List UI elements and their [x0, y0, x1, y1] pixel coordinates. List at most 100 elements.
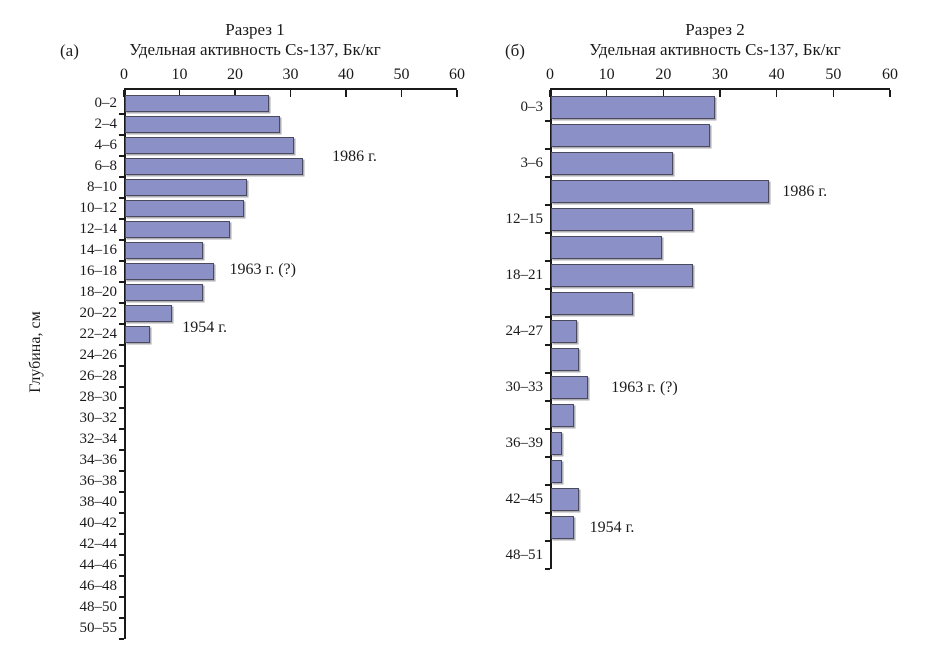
row-label: 36–38 — [79, 473, 118, 489]
y-tick — [119, 491, 124, 493]
bar — [125, 326, 150, 343]
year-annotation: 1954 г. — [589, 519, 635, 537]
x-tick-label: 20 — [227, 66, 243, 83]
y-tick — [545, 204, 550, 206]
year-annotation: 1986 г. — [332, 148, 377, 166]
y-tick — [119, 386, 124, 388]
y-tick — [119, 239, 124, 241]
x-tick — [775, 90, 778, 97]
row-label: 0–2 — [94, 95, 118, 111]
bar — [125, 158, 303, 175]
x-tick-label: 50 — [393, 66, 410, 83]
x-tick-label: 50 — [825, 66, 842, 83]
x-tick — [289, 90, 292, 97]
y-tick — [119, 428, 124, 430]
bar — [125, 305, 173, 322]
bar — [125, 200, 245, 217]
bar — [125, 242, 203, 259]
y-axis-line — [124, 88, 126, 639]
row-label: 36–39 — [505, 435, 544, 451]
bar — [125, 95, 270, 112]
x-tick — [234, 90, 236, 97]
x-tick — [719, 90, 721, 97]
bar — [551, 291, 634, 315]
y-tick — [119, 470, 124, 472]
y-tick — [119, 617, 124, 619]
row-label: 18–21 — [505, 267, 544, 283]
bar — [551, 179, 770, 203]
row-label: 26–28 — [79, 368, 118, 384]
x-tick — [400, 90, 403, 97]
bar — [125, 263, 214, 280]
chart-title: Разрез 1 — [225, 20, 285, 39]
bar — [551, 375, 588, 399]
row-label: 12–15 — [505, 211, 544, 227]
x-tick — [832, 90, 835, 97]
x-tick-label: 60 — [449, 66, 465, 83]
year-annotation: 1963 г. (?) — [611, 379, 678, 397]
x-tick — [605, 90, 608, 97]
y-tick — [545, 260, 550, 262]
x-tick-label: 60 — [882, 66, 899, 83]
row-label: 48–50 — [79, 599, 118, 615]
x-tick-label: 0 — [546, 66, 554, 83]
y-tick — [119, 554, 124, 556]
bar — [125, 116, 281, 133]
y-tick — [545, 512, 550, 514]
y-tick — [545, 484, 550, 486]
y-tick — [119, 512, 124, 514]
bar — [551, 235, 662, 259]
bar — [125, 284, 203, 301]
y-tick — [545, 288, 550, 290]
y-tick — [119, 260, 124, 262]
x-tick-label: 0 — [120, 66, 128, 83]
x-tick — [345, 90, 347, 97]
row-label: 4–6 — [94, 137, 118, 153]
bar — [551, 263, 693, 287]
row-label: 30–32 — [79, 410, 118, 426]
bar — [551, 151, 673, 175]
y-tick — [545, 232, 550, 234]
y-tick — [119, 113, 124, 115]
x-tick-label: 40 — [338, 66, 354, 83]
y-tick — [545, 400, 550, 402]
y-tick — [119, 449, 124, 451]
row-label: 8–10 — [87, 179, 117, 195]
x-tick — [178, 90, 181, 97]
row-label: 46–48 — [79, 578, 118, 594]
row-label: 48–51 — [505, 547, 544, 563]
y-tick — [545, 372, 550, 374]
chart-title: Разрез 2 — [685, 20, 745, 39]
bar — [551, 515, 574, 539]
y-tick — [119, 575, 124, 577]
row-label: 0–3 — [520, 99, 544, 115]
row-label: 38–40 — [79, 494, 118, 510]
x-tick-label: 40 — [768, 66, 785, 83]
y-tick — [119, 155, 124, 157]
x-axis-line — [124, 88, 457, 90]
row-label: 20–22 — [79, 305, 118, 321]
x-tick-label: 30 — [282, 66, 299, 83]
bar — [125, 179, 248, 196]
y-tick — [119, 596, 124, 598]
bar — [551, 431, 563, 455]
bar — [551, 347, 580, 371]
y-tick — [545, 456, 550, 458]
y-tick — [119, 365, 124, 367]
row-label: 32–34 — [79, 431, 118, 447]
bar — [551, 207, 693, 231]
row-label: 30–33 — [505, 379, 544, 395]
year-annotation: 1963 г. (?) — [229, 261, 296, 279]
bar — [551, 403, 574, 427]
x-tick-label: 20 — [655, 66, 672, 83]
row-label: 24–26 — [79, 347, 118, 363]
row-label: 16–18 — [79, 263, 118, 279]
y-tick — [119, 638, 124, 640]
y-tick — [119, 134, 124, 136]
y-tick — [119, 218, 124, 220]
bar — [551, 459, 563, 483]
y-tick — [119, 533, 124, 535]
